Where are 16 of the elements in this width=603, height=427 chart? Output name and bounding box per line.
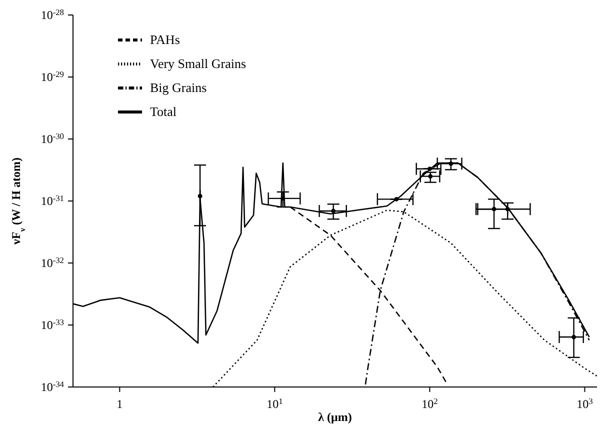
x-tick-label: 10$^{3}$ (576, 396, 593, 411)
x-tick-label: 10$^{1}$ (266, 396, 283, 411)
x-tick-label: 10$^{2}$ (422, 396, 438, 411)
y-tick-label: 10$^{-29}$ (40, 70, 64, 84)
x-axis-title: λ (μm) (318, 410, 352, 424)
legend-label: Very Small Grains (150, 56, 246, 71)
legend-label: PAHs (150, 32, 180, 47)
legend-label: Big Grains (150, 80, 207, 95)
y-tick-label: 10$^{-31}$ (40, 194, 64, 208)
y-tick-label: 10$^{-32}$ (40, 256, 64, 270)
y-tick-label: 10$^{-28}$ (40, 8, 64, 22)
y-tick-label: 10$^{-33}$ (40, 318, 64, 332)
legend-label: Total (150, 104, 177, 119)
y-tick-label: 10$^{-34}$ (40, 380, 65, 394)
x-tick-label: 1 (116, 397, 123, 411)
y-tick-label: 10$^{-30}$ (40, 132, 64, 146)
